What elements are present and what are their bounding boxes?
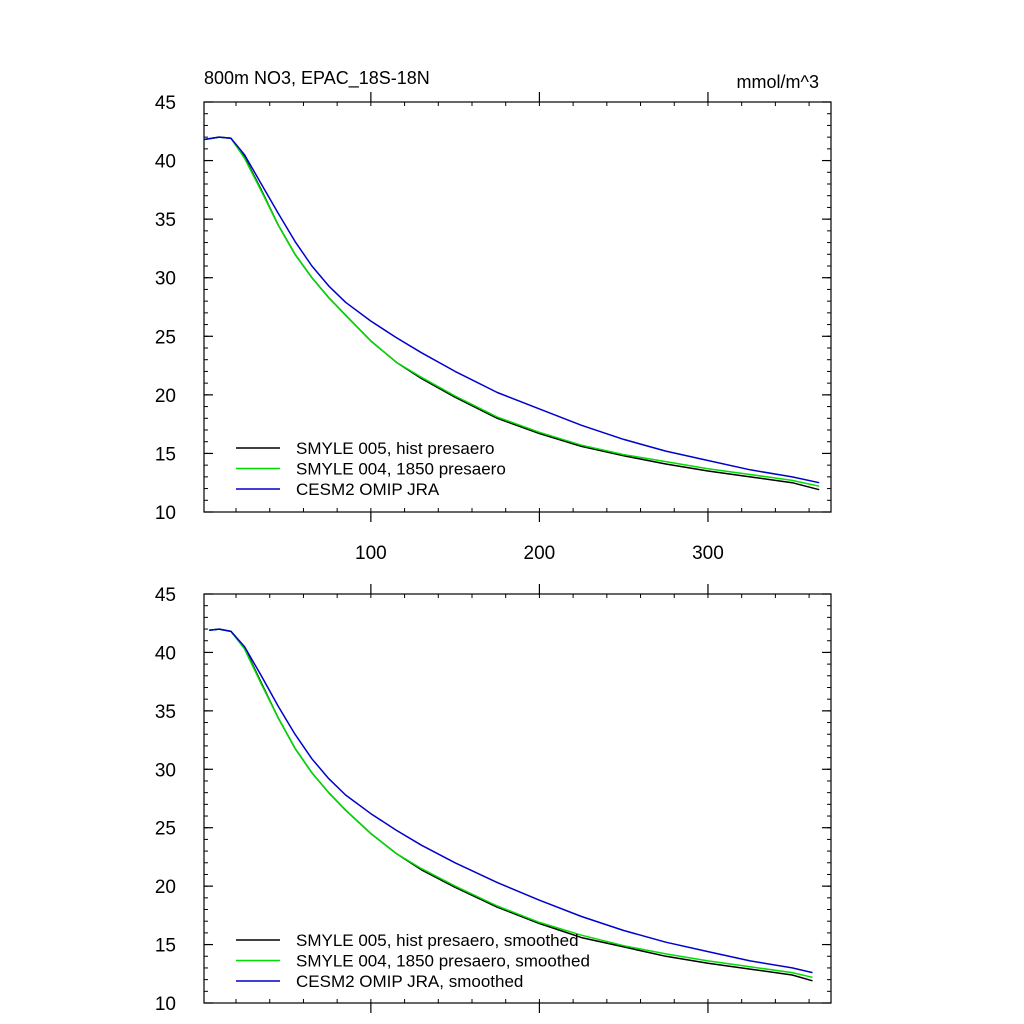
y-tick-label: 25 (155, 327, 176, 348)
chart-title: 800m NO3, EPAC_18S-18N (204, 68, 430, 89)
series-line (204, 136, 820, 491)
y-tick-label: 15 (155, 936, 176, 957)
y-tick-label: 40 (155, 643, 176, 664)
legend-label: SMYLE 004, 1850 presaero, smoothed (296, 952, 590, 971)
series-line (204, 136, 820, 484)
top-panel: 10 15 20 25 30 35 40 45 100 200 300 800m NO3, EPAC_… (155, 68, 832, 564)
y-tick-label: 35 (155, 702, 176, 723)
series-line (209, 628, 813, 982)
legend-label: SMYLE 005, hist presaero (296, 439, 494, 458)
series-line (209, 628, 813, 979)
plot-frame (203, 593, 832, 1004)
y-tick-label: 40 (155, 152, 176, 173)
y-tick-label: 45 (155, 93, 176, 114)
plot-frame (203, 101, 832, 513)
y-tick-label: 45 (155, 585, 176, 606)
legend-label: CESM2 OMIP JRA, smoothed (296, 972, 523, 991)
y-tick-label: 25 (155, 819, 176, 840)
y-tick-label: 30 (155, 760, 176, 781)
units-label: mmol/m^3 (737, 72, 819, 92)
y-tick-label: 35 (155, 210, 176, 231)
series-line (209, 628, 813, 974)
x-tick-label: 300 (692, 543, 724, 564)
y-tick-label: 20 (155, 386, 176, 407)
bottom-panel: 10 15 20 25 30 35 40 45 SMYLE 005, hist presaero… (155, 584, 832, 1015)
x-tick-label: 100 (355, 543, 387, 564)
y-tick-label: 15 (155, 444, 176, 465)
y-tick-label: 10 (155, 503, 176, 524)
y-tick-label: 30 (155, 269, 176, 290)
series-line (204, 136, 820, 487)
y-tick-label: 10 (155, 994, 176, 1015)
legend-label: SMYLE 005, hist presaero, smoothed (296, 931, 579, 950)
legend-label: SMYLE 004, 1850 presaero (296, 460, 506, 479)
y-tick-label: 20 (155, 877, 176, 898)
legend-label: CESM2 OMIP JRA (296, 480, 440, 499)
x-tick-label: 200 (524, 543, 556, 564)
